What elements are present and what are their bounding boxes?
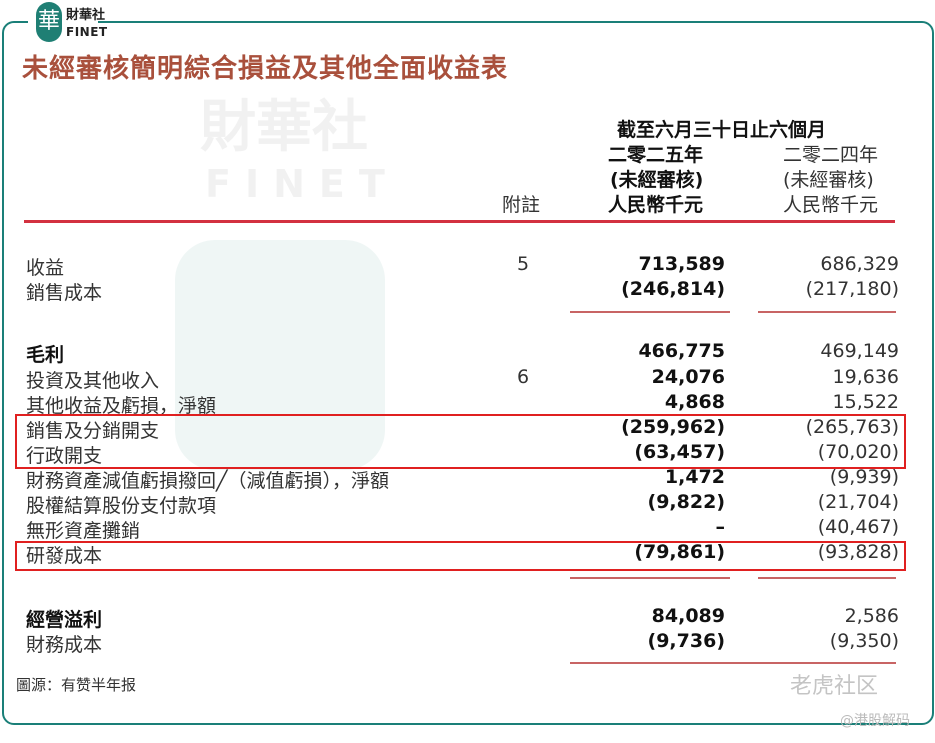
row-label: 財務成本 (26, 634, 103, 656)
row-current-value: – (715, 516, 726, 538)
table-row: 毛利 466,775 469,149 (0, 340, 935, 366)
period-header: 截至六月三十日止六個月 (617, 119, 827, 141)
row-previous-value: 2,586 (844, 605, 899, 627)
watermark-en: FINET (205, 162, 399, 206)
note-header: 附註 (502, 194, 541, 216)
table-row: 財務成本 (9,736) (9,350) (0, 630, 935, 656)
watermark-cn: 財華社 (200, 95, 368, 160)
row-current-value: (9,822) (647, 491, 725, 513)
table-row: 無形資產攤銷 – (40,467) (0, 516, 935, 542)
teal-frame (2, 21, 934, 725)
row-label: 銷售及分銷開支 (26, 420, 160, 442)
row-current-value: 4,868 (664, 391, 725, 413)
row-note: 5 (517, 253, 530, 275)
table-row: 股權結算股份支付款項 (9,822) (21,704) (0, 491, 935, 517)
row-previous-value: (21,704) (817, 491, 899, 513)
table-row: 銷售及分銷開支 (259,962) (265,763) (0, 416, 935, 442)
highlight-box-expenses (15, 414, 906, 469)
row-current-value: (63,457) (634, 441, 725, 463)
row-previous-value: 686,329 (820, 253, 899, 275)
row-previous-value: 15,522 (832, 391, 899, 413)
header-rule (24, 220, 895, 223)
table-row: 經營溢利 84,089 2,586 (0, 605, 935, 631)
table-row: 其他收益及虧損，淨額 4,868 15,522 (0, 391, 935, 417)
row-label: 銷售成本 (26, 282, 103, 304)
row-label: 其他收益及虧損，淨額 (26, 395, 217, 417)
logo-name-cn: 財華社 (66, 8, 106, 23)
row-current-value: 24,076 (651, 366, 725, 388)
row-previous-value: 469,149 (820, 340, 899, 362)
row-current-value: 466,775 (638, 340, 725, 362)
row-current-value: 84,089 (651, 605, 725, 627)
row-label: 財務資產減值虧損撥回╱（減值虧損），淨額 (26, 470, 389, 492)
row-label: 股權結算股份支付款項 (26, 495, 217, 517)
table-row: 投資及其他收入 6 24,076 19,636 (0, 366, 935, 392)
row-note: 6 (517, 366, 530, 388)
row-current-value: (259,962) (621, 416, 725, 438)
row-previous-value: (217,180) (805, 278, 899, 300)
row-current-value: 713,589 (638, 253, 725, 275)
row-previous-value: (9,939) (829, 466, 899, 488)
row-current-value: (79,861) (634, 541, 725, 563)
row-current-value: 1,472 (664, 466, 725, 488)
current-year: 二零二五年 (608, 144, 704, 166)
finet-logo-icon: 華 (36, 2, 62, 42)
tiger-watermark: 老虎社区 (790, 674, 879, 699)
highlight-box-rnd (15, 541, 906, 571)
row-current-value: (9,736) (647, 630, 725, 652)
row-label: 經營溢利 (26, 609, 103, 631)
row-previous-value: 19,636 (832, 366, 899, 388)
row-label: 毛利 (26, 344, 65, 366)
row-previous-value: (40,467) (817, 516, 899, 538)
table-row: 研發成本 (79,861) (93,828) (0, 541, 935, 567)
previous-unit: 人民幣千元 (783, 194, 879, 216)
row-label: 行政開支 (26, 445, 103, 467)
row-previous-value: (265,763) (805, 416, 899, 438)
current-unit: 人民幣千元 (608, 194, 704, 216)
row-label: 投資及其他收入 (26, 370, 160, 392)
page-title: 未經審核簡明綜合損益及其他全面收益表 (22, 54, 509, 84)
row-current-value: (246,814) (621, 278, 725, 300)
row-previous-value: (93,828) (817, 541, 899, 563)
table-row: 行政開支 (63,457) (70,020) (0, 441, 935, 467)
table-row: 財務資產減值虧損撥回╱（減值虧損），淨額 1,472 (9,939) (0, 466, 935, 492)
row-label: 研發成本 (26, 545, 103, 567)
row-label: 收益 (26, 257, 65, 279)
source-note: 圖源：有赞半年报 (16, 676, 137, 694)
row-previous-value: (70,020) (817, 441, 899, 463)
current-audit: (未經審核) (610, 169, 704, 191)
logo-name-en: FINET (66, 25, 108, 39)
previous-year: 二零二四年 (783, 144, 879, 166)
row-label: 無形資產攤銷 (26, 520, 141, 542)
table-row: 銷售成本 (246,814) (217,180) (0, 278, 935, 304)
row-previous-value: (9,350) (829, 630, 899, 652)
handle-watermark: @港股解码 (840, 713, 910, 729)
watermark-emblem (175, 240, 385, 470)
previous-audit: (未經審核) (783, 169, 874, 191)
table-row: 收益 5 713,589 686,329 (0, 253, 935, 279)
